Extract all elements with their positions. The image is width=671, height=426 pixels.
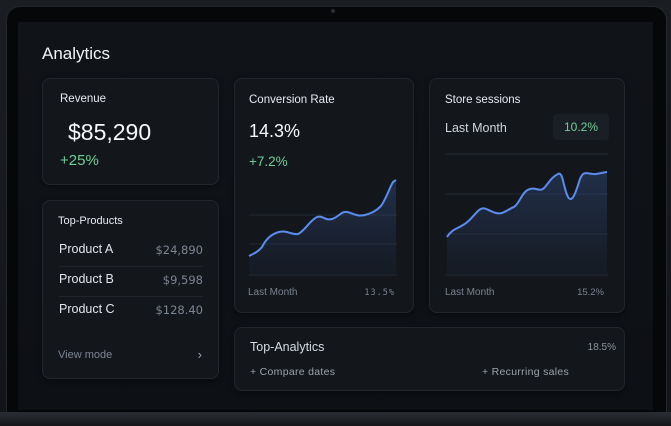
product-row[interactable]: Product B $9,598 [43,269,218,291]
row-divider [59,266,203,267]
product-value: $9,598 [162,273,203,287]
top-products-card: Top-Products Product A $24,890 Product B… [42,200,219,379]
product-row[interactable]: Product A $24,890 [43,239,218,261]
top-analytics-value: 18.5% [587,342,616,353]
sessions-footer-value: 15.2% [577,287,604,298]
page-title: Analytics [42,44,111,63]
product-name: Product C [59,302,115,316]
chart-line [446,171,608,238]
sessions-period: Last Month [445,121,507,135]
top-analytics-label: Top-Analytics [250,340,325,354]
chart-area [249,180,396,275]
view-mode-label: View mode [58,349,113,361]
sessions-label: Store sessions [445,94,521,106]
camera-icon [331,9,335,13]
product-value: $24,890 [155,243,203,257]
product-name: Product A [59,242,114,256]
recurring-sales-button[interactable]: + Recurring sales [482,366,570,378]
compare-dates-button[interactable]: + Compare dates [250,366,336,378]
conversion-card[interactable]: Conversion Rate 14.3% +7.2% Last Month 1… [234,78,414,313]
dashboard-screen: Analytics Revenue $85,290 +25% Top-Produ… [18,22,653,410]
top-analytics-card: Top-Analytics 18.5% + Compare dates + Re… [234,327,625,391]
conversion-period: Last Month [248,287,298,298]
conversion-change: +7.2% [249,154,288,169]
row-divider [59,296,203,297]
revenue-card[interactable]: Revenue $85,290 +25% [42,78,219,185]
conversion-line-chart [248,179,397,276]
sessions-card[interactable]: Store sessions Last Month 10.2% Last Mon… [429,78,625,313]
product-name: Product B [59,272,114,286]
conversion-label: Conversion Rate [249,94,335,106]
revenue-label: Revenue [60,93,107,105]
chart-area [447,172,607,275]
sessions-line-chart [445,153,608,276]
sessions-period-footer: Last Month [445,287,495,298]
sessions-badge: 10.2% [553,114,609,140]
chart-line [248,179,397,257]
revenue-value: $85,290 [68,119,152,145]
revenue-change: +25% [60,152,99,169]
conversion-value: 14.3% [249,121,301,141]
view-mode-button[interactable]: View mode › [43,346,218,366]
top-products-label: Top-Products [58,215,123,227]
conversion-footer-value: 13.5% [364,288,395,298]
chevron-right-icon: › [197,347,202,362]
laptop-base [0,412,671,426]
product-value: $128.40 [155,303,203,317]
product-row[interactable]: Product C $128.40 [43,299,218,321]
